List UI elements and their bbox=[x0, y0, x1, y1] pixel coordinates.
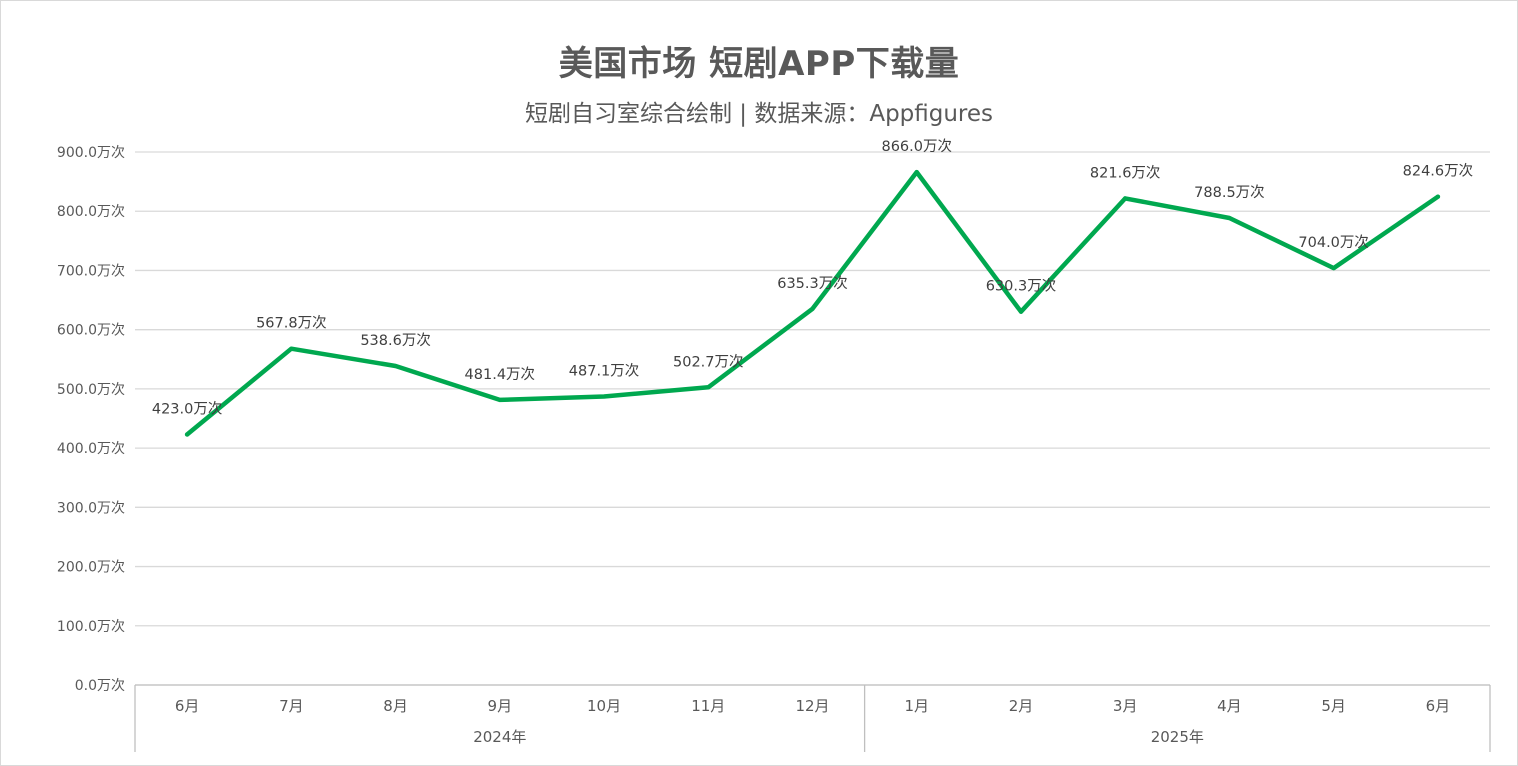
x-group-label: 2024年 bbox=[473, 728, 526, 746]
y-tick-label: 900.0万次 bbox=[57, 145, 125, 161]
data-label: 567.8万次 bbox=[256, 315, 327, 332]
chart-subtitle: 短剧自习室综合绘制 | 数据来源：Appfigures bbox=[524, 101, 994, 127]
data-point bbox=[914, 170, 919, 175]
x-tick-label: 2月 bbox=[1009, 697, 1034, 715]
gridlines bbox=[135, 151, 1490, 686]
data-label: 538.6万次 bbox=[360, 332, 431, 349]
data-point bbox=[1435, 194, 1440, 199]
y-tick-label: 700.0万次 bbox=[57, 263, 125, 279]
data-point bbox=[1123, 196, 1128, 201]
y-tick-label: 500.0万次 bbox=[57, 382, 125, 398]
y-tick-label: 600.0万次 bbox=[57, 323, 125, 339]
y-tick-label: 300.0万次 bbox=[57, 500, 125, 516]
x-tick-label: 5月 bbox=[1321, 697, 1346, 715]
data-label: 821.6万次 bbox=[1090, 164, 1161, 181]
x-axis: 6月 7月 8月 9月 10月 11月 12月 1月 2月 3月 4月 5月 6月 2024年 2025年 bbox=[134, 684, 1491, 752]
y-tick-label: 100.0万次 bbox=[57, 619, 125, 635]
x-tick-label: 4月 bbox=[1217, 697, 1242, 715]
data-label: 502.7万次 bbox=[673, 353, 744, 370]
data-label: 866.0万次 bbox=[881, 138, 952, 155]
data-label: 423.0万次 bbox=[152, 400, 223, 417]
x-tick-label: 6月 bbox=[1426, 697, 1451, 715]
y-tick-label: 800.0万次 bbox=[57, 204, 125, 220]
data-point bbox=[1018, 309, 1023, 314]
data-point bbox=[1331, 266, 1336, 271]
data-label: 704.0万次 bbox=[1298, 234, 1369, 251]
data-point bbox=[185, 432, 190, 437]
data-label: 824.6万次 bbox=[1403, 163, 1474, 180]
y-axis-ticks: 0.0万次 100.0万次 200.0万次 300.0万次 400.0万次 500.0万次… bbox=[57, 145, 125, 694]
x-tick-label: 7月 bbox=[279, 697, 304, 715]
data-labels: 423.0万次 567.8万次 538.6万次 481.4万次 487.1万次 502.7… bbox=[152, 138, 1473, 417]
y-tick-label: 0.0万次 bbox=[75, 678, 125, 694]
data-point bbox=[706, 385, 711, 390]
x-tick-label: 1月 bbox=[904, 697, 929, 715]
data-point bbox=[289, 346, 294, 351]
data-point bbox=[602, 394, 607, 399]
x-group-label: 2025年 bbox=[1151, 728, 1204, 746]
x-tick-label: 8月 bbox=[383, 697, 408, 715]
y-tick-label: 200.0万次 bbox=[57, 560, 125, 576]
data-label: 788.5万次 bbox=[1194, 184, 1265, 201]
chart-title: 美国市场 短剧APP下载量 bbox=[558, 44, 960, 84]
series-line bbox=[184, 169, 1441, 437]
x-tick-label: 10月 bbox=[587, 697, 621, 715]
data-label: 481.4万次 bbox=[465, 366, 536, 383]
x-tick-label: 3月 bbox=[1113, 697, 1138, 715]
data-point bbox=[1227, 216, 1232, 221]
x-tick-label: 12月 bbox=[795, 697, 829, 715]
data-label: 487.1万次 bbox=[569, 363, 640, 380]
data-label: 630.3万次 bbox=[986, 278, 1057, 295]
data-label: 635.3万次 bbox=[777, 275, 848, 292]
y-tick-label: 400.0万次 bbox=[57, 441, 125, 457]
x-tick-label: 6月 bbox=[175, 697, 200, 715]
x-tick-label: 11月 bbox=[691, 697, 725, 715]
x-tick-label: 9月 bbox=[488, 697, 513, 715]
data-point bbox=[393, 364, 398, 369]
data-point bbox=[497, 397, 502, 402]
data-point bbox=[810, 306, 815, 311]
